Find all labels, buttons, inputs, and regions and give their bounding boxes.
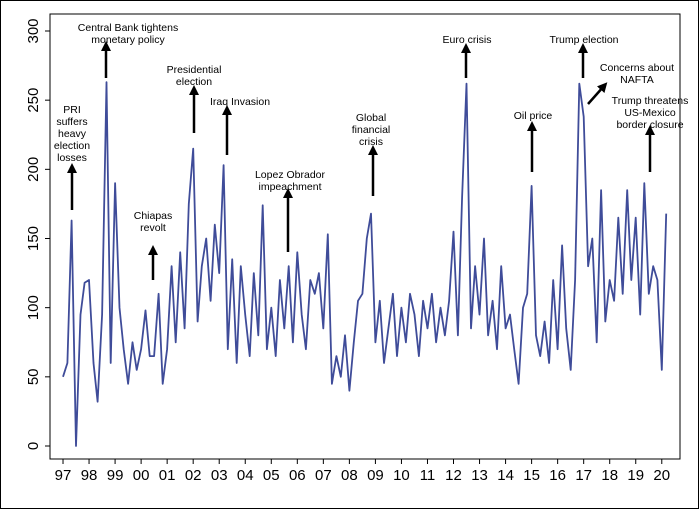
- annotation-text: Global: [356, 112, 386, 124]
- x-tick-label: 18: [601, 467, 618, 484]
- x-tick-label: 06: [289, 467, 306, 484]
- annotation-text: losses: [57, 152, 87, 164]
- x-tick-label: 13: [471, 467, 488, 484]
- x-tick-label: 05: [263, 467, 280, 484]
- x-tick-label: 19: [627, 467, 644, 484]
- y-tick-label: 250: [25, 88, 42, 113]
- x-tick-label: 12: [445, 467, 462, 484]
- annotation-text: revolt: [140, 222, 166, 234]
- annotation-text: Iraq Invasion: [210, 96, 270, 108]
- annotation-text: suffers: [56, 116, 87, 128]
- x-tick-label: 17: [575, 467, 592, 484]
- x-tick-label: 20: [653, 467, 670, 484]
- y-tick-label: 200: [25, 157, 42, 182]
- annotation-text: Central Bank tightens: [78, 22, 178, 34]
- annotation-text: financial: [352, 124, 391, 136]
- annotation-text: election: [176, 76, 212, 88]
- y-tick-label: 100: [25, 295, 42, 320]
- annotation-text: Trump threatens: [612, 95, 689, 107]
- annotation-text: Lopez Obrador: [255, 169, 326, 181]
- annotation-text: Chiapas: [134, 210, 173, 222]
- x-tick-label: 00: [133, 467, 150, 484]
- y-tick-label: 150: [25, 226, 42, 251]
- annotation-text: PRI: [63, 104, 81, 116]
- annotation-text: US-Mexico: [624, 107, 676, 119]
- annotation-text: Trump election: [549, 34, 618, 46]
- annotation-arrow: [587, 82, 608, 105]
- x-tick-label: 02: [185, 467, 202, 484]
- x-tick-label: 97: [55, 467, 72, 484]
- x-tick-label: 08: [341, 467, 358, 484]
- x-tick-label: 99: [107, 467, 124, 484]
- y-tick-label: 50: [25, 368, 42, 385]
- annotation-text: NAFTA: [620, 74, 654, 86]
- x-tick-label: 04: [237, 467, 254, 484]
- annotation-text: border closure: [616, 119, 683, 131]
- data-line: [62, 81, 668, 447]
- x-tick-label: 10: [393, 467, 410, 484]
- x-tick-label: 01: [159, 467, 176, 484]
- annotation-text: Euro crisis: [442, 34, 491, 46]
- annotation-text: election: [54, 140, 90, 152]
- annotation-text: Oil price: [514, 110, 553, 122]
- plot-frame: [49, 13, 681, 460]
- x-tick-label: 09: [367, 467, 384, 484]
- x-tick-label: 14: [497, 467, 514, 484]
- x-tick-label: 11: [420, 467, 436, 484]
- annotation-text: Presidential: [167, 64, 222, 76]
- annotation-text: heavy: [58, 128, 87, 140]
- x-tick-label: 03: [211, 467, 228, 484]
- y-tick-label: 0: [25, 442, 42, 450]
- x-tick-label: 16: [549, 467, 566, 484]
- x-tick-label: 98: [81, 467, 98, 484]
- annotation-text: monetary policy: [91, 34, 165, 46]
- annotation-text: Concerns about: [600, 62, 674, 74]
- x-tick-label: 15: [523, 467, 540, 484]
- y-tick-label: 300: [25, 18, 42, 43]
- annotation-text: impeachment: [258, 181, 321, 193]
- x-tick-label: 07: [315, 467, 332, 484]
- annotation-text: crisis: [359, 136, 383, 148]
